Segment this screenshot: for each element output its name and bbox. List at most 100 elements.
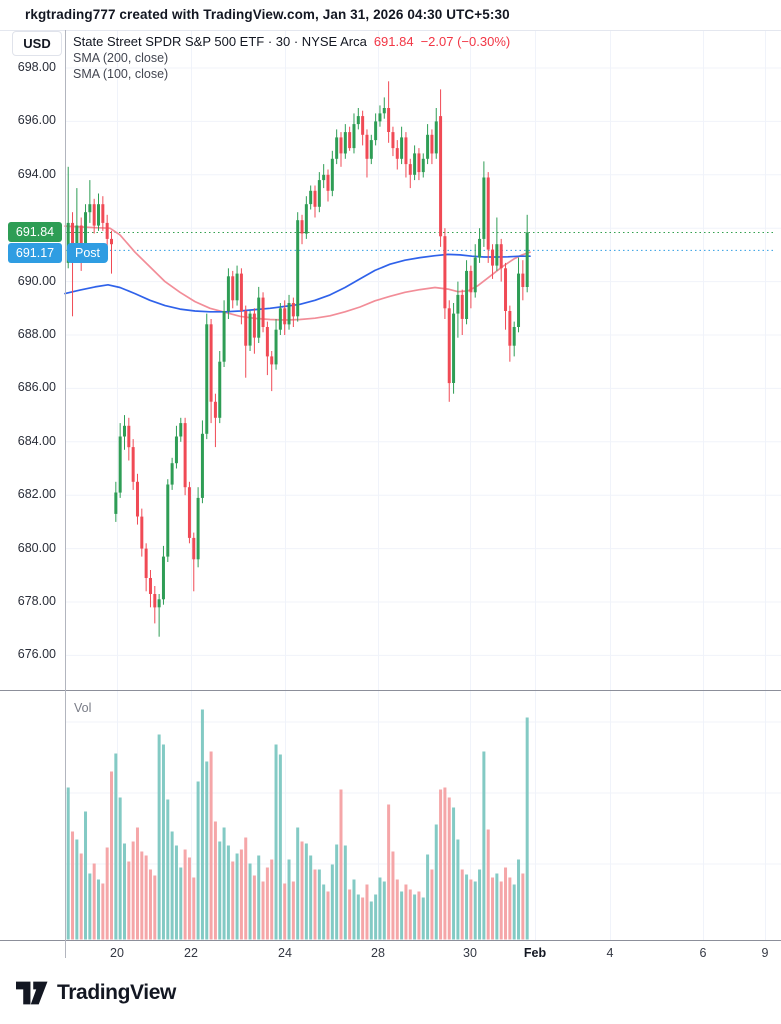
candle-body [252, 313, 256, 338]
time-tick-label: 4 [606, 946, 614, 960]
volume-bar [192, 877, 196, 940]
time-tick-label: 9 [761, 946, 769, 960]
candle-body [434, 121, 438, 154]
volume-bar [504, 867, 508, 940]
volume-pane-label: Vol [74, 701, 92, 715]
candle-body [426, 134, 430, 159]
candle-body [196, 497, 200, 560]
volume-bar [231, 861, 235, 940]
candle-body [153, 594, 157, 608]
volume-bar [174, 845, 178, 940]
candle-body [482, 177, 486, 239]
candle-body [231, 276, 235, 301]
candle-body [71, 222, 75, 245]
candle-body [326, 174, 330, 191]
volume-bar [71, 831, 75, 940]
candle-body [144, 548, 148, 578]
candle-body [408, 164, 412, 175]
candle-body [313, 190, 317, 207]
candle-body [378, 113, 382, 122]
tradingview-logo[interactable]: TradingView [16, 978, 176, 1008]
volume-bar [179, 867, 183, 940]
candle-body [183, 423, 187, 488]
legend-sma200-row[interactable]: SMA (200, close) [73, 51, 169, 65]
price-tick-label: 678.00 [17, 594, 56, 608]
volume-bar [395, 879, 399, 940]
candle-body [499, 244, 503, 269]
symbol-title: State Street SPDR S&P 500 ETF · 30 · NYS… [73, 34, 367, 49]
volume-bar [222, 827, 226, 940]
candle-body [257, 297, 261, 338]
volume-bar [283, 883, 287, 940]
volume-bar [486, 829, 490, 940]
volume-bar [391, 851, 395, 940]
volume-bar [118, 797, 122, 940]
candle-body [400, 137, 404, 159]
volume-bar [140, 851, 144, 940]
candle-body [469, 270, 473, 293]
candle-body [404, 137, 408, 165]
candle-body [352, 124, 356, 149]
candle-body [79, 225, 83, 253]
candle-body [525, 232, 529, 287]
candle-body [296, 220, 300, 317]
candle-body [447, 308, 451, 384]
volume-bar [196, 781, 200, 940]
volume-bar [452, 807, 456, 940]
volume-bar [469, 879, 473, 940]
volume-bar [97, 879, 101, 940]
volume-bar [274, 744, 278, 940]
candle-body [166, 484, 170, 557]
time-tick-label: 20 [110, 946, 124, 960]
volume-bar [374, 894, 378, 940]
candle-body [118, 436, 122, 493]
candle-body [92, 204, 96, 226]
candle-body [309, 190, 313, 205]
candle-body [456, 294, 460, 314]
candle-body [421, 158, 425, 173]
volume-bar [447, 797, 451, 940]
price-change-value: −2.07 (−0.30%) [420, 34, 511, 49]
candle-body [179, 423, 183, 437]
volume-bar [161, 744, 165, 940]
candle-body [84, 212, 88, 253]
candle-body [209, 324, 213, 402]
volume-bar [430, 869, 434, 940]
time-axis[interactable]: 20 22 24 28 30 Feb 4 6 9 [0, 941, 781, 965]
volume-bar [378, 877, 382, 940]
volume-bar [209, 751, 213, 940]
price-tick-label: 682.00 [17, 487, 56, 502]
candle-body [478, 238, 482, 258]
candle-body [127, 425, 131, 448]
attribution-text: rkgtrading777 created with TradingView.c… [25, 7, 510, 22]
volume-bar [265, 867, 269, 940]
post-market-chip: Post [67, 243, 108, 264]
volume-bar [226, 845, 230, 940]
legend-symbol-row[interactable]: State Street SPDR S&P 500 ETF · 30 · NYS… [73, 34, 510, 50]
candle-body [235, 273, 239, 301]
price-axis[interactable]: 698.00696.00694.00692.00690.00688.00686.… [0, 0, 64, 940]
candle-body [226, 276, 230, 311]
volume-bar [296, 827, 300, 940]
volume-bar [330, 864, 334, 940]
candle-body [248, 313, 252, 346]
volume-bar [495, 873, 499, 940]
legend-sma100-row[interactable]: SMA (100, close) [73, 67, 169, 81]
volume-bar [434, 824, 438, 940]
candle-body [495, 244, 499, 266]
time-tick-label: 30 [463, 946, 477, 960]
volume-bar [261, 881, 265, 940]
volume-bar [270, 859, 274, 940]
candle-body [374, 121, 378, 141]
currency-toggle-button[interactable]: USD [12, 31, 62, 56]
volume-bar [382, 881, 386, 940]
candle-body [75, 225, 79, 245]
volume-bar [170, 831, 174, 940]
volume-bar [244, 837, 248, 940]
volume-bar [400, 891, 404, 940]
volume-bar [369, 901, 373, 940]
volume-bar [525, 717, 529, 940]
volume-bar [482, 751, 486, 940]
candle-body [148, 578, 152, 594]
